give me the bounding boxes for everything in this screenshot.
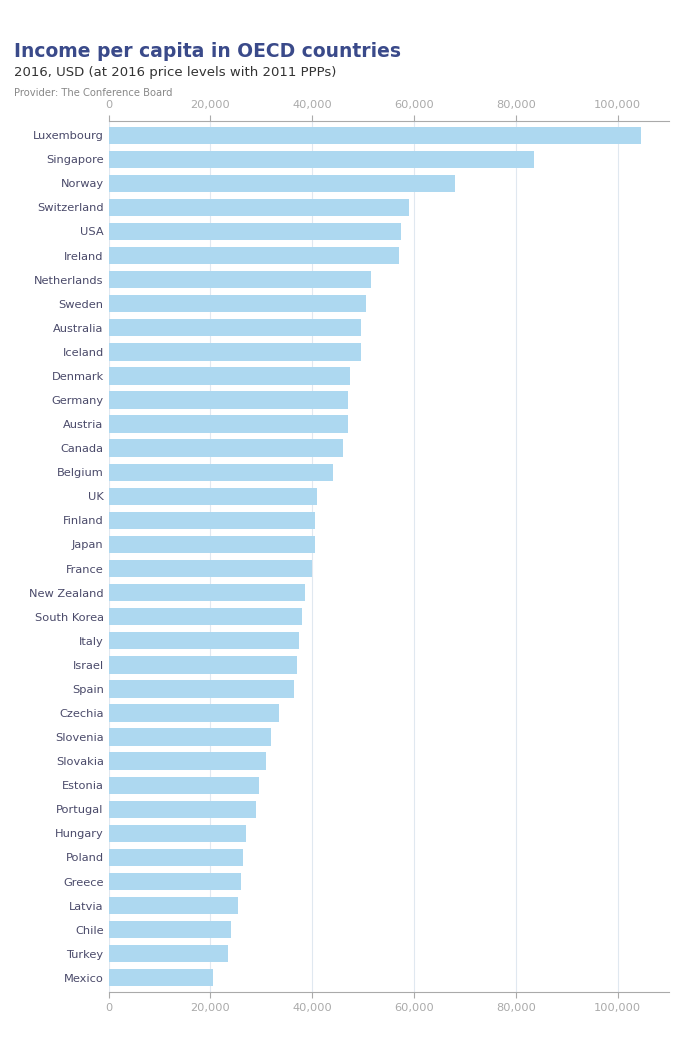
Bar [108,174,455,192]
Bar [108,969,213,986]
Bar [108,608,302,626]
Bar [108,632,300,650]
Bar [108,511,315,529]
Bar [108,705,279,721]
Bar [108,127,640,144]
Bar [108,343,360,360]
Bar [108,777,259,794]
Bar [108,271,371,289]
Bar [108,150,533,168]
Bar [108,897,238,915]
Bar [108,824,246,842]
Bar [108,680,294,697]
Bar [108,223,401,240]
Bar [108,392,348,408]
Bar [108,848,244,866]
Bar [108,440,343,457]
Text: figure.nz: figure.nz [558,19,646,38]
Bar [108,729,272,746]
Bar [108,753,266,770]
Bar [108,945,228,963]
Bar [108,368,350,384]
Text: Provider: The Conference Board: Provider: The Conference Board [14,88,172,99]
Bar [108,800,256,818]
Bar [108,319,360,336]
Bar [108,873,241,890]
Bar [108,656,297,673]
Bar [108,560,312,578]
Bar [108,487,317,505]
Bar [108,295,365,313]
Text: 2016, USD (at 2016 price levels with 2011 PPPs): 2016, USD (at 2016 price levels with 201… [14,66,337,79]
Text: Income per capita in OECD countries: Income per capita in OECD countries [14,42,401,61]
Bar [108,463,332,481]
Bar [108,536,315,553]
Bar [108,198,409,216]
Bar [108,416,348,433]
Bar [108,247,399,265]
Bar [108,921,231,939]
Bar [108,584,304,602]
